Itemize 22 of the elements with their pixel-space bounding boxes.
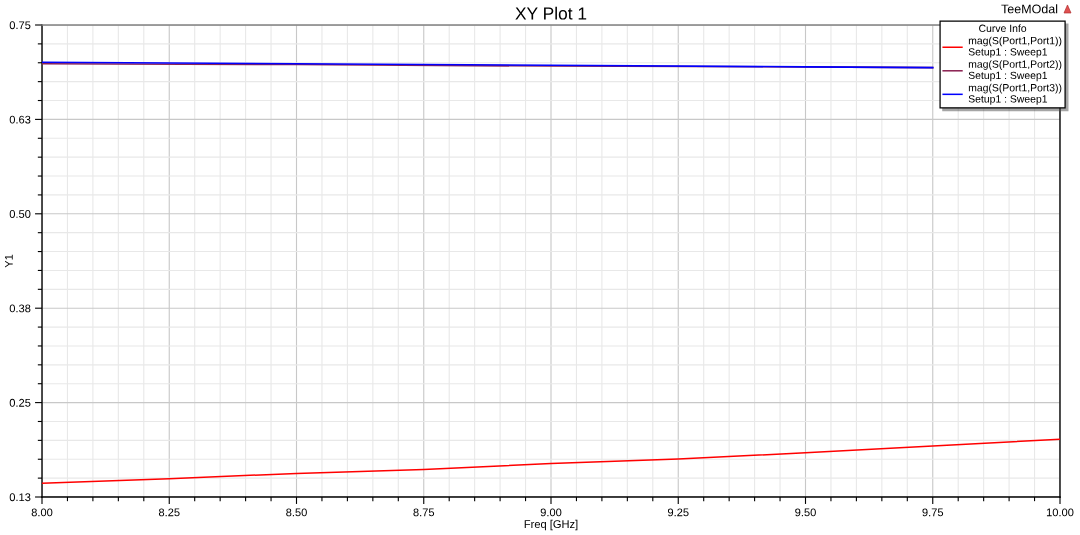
x-tick-label: 9.50 xyxy=(795,508,816,517)
line-series xyxy=(42,438,1060,485)
y-tick-label: 0.63 xyxy=(9,115,31,124)
y-tick-label: 0.75 xyxy=(9,21,31,30)
y-tick-label: 0.38 xyxy=(9,304,31,313)
x-tick-label: 10.00 xyxy=(1046,508,1074,517)
x-tick-label: 9.25 xyxy=(667,508,689,517)
y-axis-title: Y1 xyxy=(5,254,13,268)
chart-title: XY Plot 1 xyxy=(515,6,587,20)
x-tick-label: 8.75 xyxy=(413,508,435,517)
x-tick-label: 9.00 xyxy=(540,508,562,517)
y-tick-label: 0.50 xyxy=(9,210,31,218)
x-tick-label: 8.25 xyxy=(158,508,180,517)
x-axis-title: Freq [GHz] xyxy=(524,519,578,531)
legend-label: mag(S(Port1,Port3)) Setup1 : Sweep1 xyxy=(968,83,1062,105)
x-tick-label: 8.00 xyxy=(31,508,53,517)
y-tick-label: 0.25 xyxy=(9,398,31,407)
text: TeeMOdal xyxy=(1001,4,1058,14)
legend-title: Curve Info xyxy=(979,24,1027,32)
y-tick-label: 0.13 xyxy=(9,493,31,502)
x-tick-label: 8.50 xyxy=(286,508,307,517)
x-tick-label: 9.75 xyxy=(922,508,944,517)
